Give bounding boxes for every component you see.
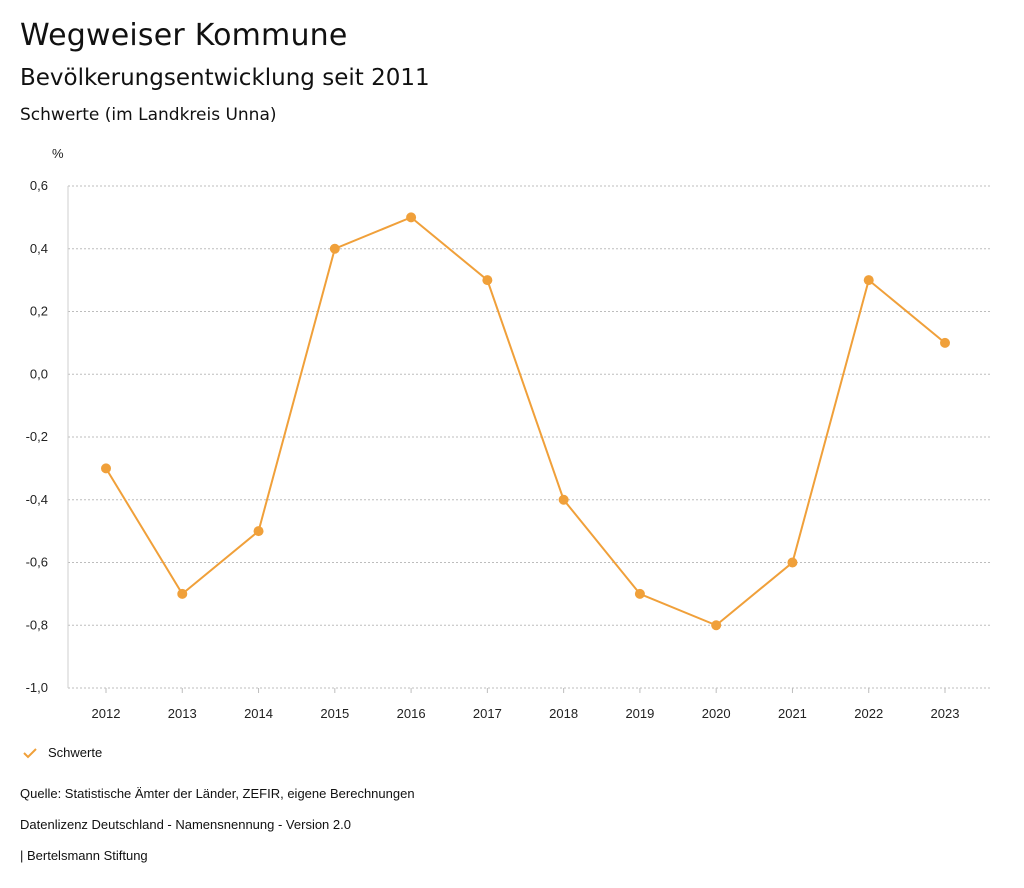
data-point[interactable]	[863, 275, 874, 286]
y-axis-ticks: 0,6 0,4 0,2 0,0 -0,2 -0,4 -0,6 -0,8 -1,0	[26, 178, 48, 695]
data-point[interactable]	[940, 337, 950, 348]
footer-publisher: | Bertelsmann Stiftung	[20, 848, 148, 863]
data-point[interactable]	[406, 212, 417, 223]
y-axis-unit: %	[52, 146, 64, 161]
x-tick-label: 2022	[854, 706, 883, 721]
x-tick-label: 2020	[702, 706, 731, 721]
region-label: Schwerte (im Landkreis Unna)	[20, 105, 277, 125]
y-tick-label: -0,2	[26, 429, 48, 444]
x-axis-ticks: 2012 2013 2014 2015 2016 2017 2018 2019 2020 2021…	[92, 688, 960, 721]
legend-label: Schwerte	[48, 745, 103, 760]
y-tick-label: 0,2	[30, 304, 48, 319]
data-point[interactable]	[101, 463, 111, 474]
footer-license: Datenlizenz Deutschland - Namensnennung …	[20, 817, 351, 832]
data-point[interactable]	[482, 275, 493, 286]
data-point[interactable]	[558, 494, 569, 505]
page-title: Wegweiser Kommune	[20, 18, 348, 53]
legend[interactable]: Schwerte	[22, 745, 102, 760]
data-point[interactable]	[634, 588, 645, 599]
chart-subtitle: Bevölkerungsentwicklung seit 2011	[20, 65, 430, 91]
y-tick-label: -0,6	[26, 555, 48, 570]
data-point[interactable]	[787, 557, 798, 568]
y-tick-label: -0,4	[26, 492, 48, 507]
x-tick-label: 2019	[625, 706, 654, 721]
y-tick-label: -1,0	[26, 680, 48, 695]
y-tick-label: 0,4	[30, 241, 48, 256]
x-tick-label: 2023	[931, 706, 960, 721]
x-tick-label: 2015	[320, 706, 349, 721]
y-tick-label: 0,0	[30, 366, 48, 381]
y-tick-label: 0,6	[30, 178, 48, 193]
legend-check-icon	[23, 747, 37, 758]
data-point[interactable]	[177, 588, 188, 599]
x-tick-label: 2013	[168, 706, 197, 721]
grid-lines	[68, 185, 990, 689]
x-tick-label: 2021	[778, 706, 807, 721]
data-point[interactable]	[253, 526, 264, 537]
x-tick-label: 2018	[549, 706, 578, 721]
y-tick-label: -0,8	[26, 617, 48, 632]
data-points	[101, 212, 950, 631]
series-line-schwerte	[105, 216, 946, 627]
x-tick-label: 2016	[397, 706, 426, 721]
footer-source: Quelle: Statistische Ämter der Länder, Z…	[20, 786, 415, 801]
x-tick-label: 2012	[92, 706, 121, 721]
line-chart: % 0,60,40,20,0-0,2-0,4-0,6-0,8-1,0 2012 2…	[26, 146, 990, 721]
x-tick-label: 2014	[244, 706, 273, 721]
data-point[interactable]	[711, 620, 722, 631]
data-point[interactable]	[329, 243, 340, 254]
x-tick-label: 2017	[473, 706, 502, 721]
